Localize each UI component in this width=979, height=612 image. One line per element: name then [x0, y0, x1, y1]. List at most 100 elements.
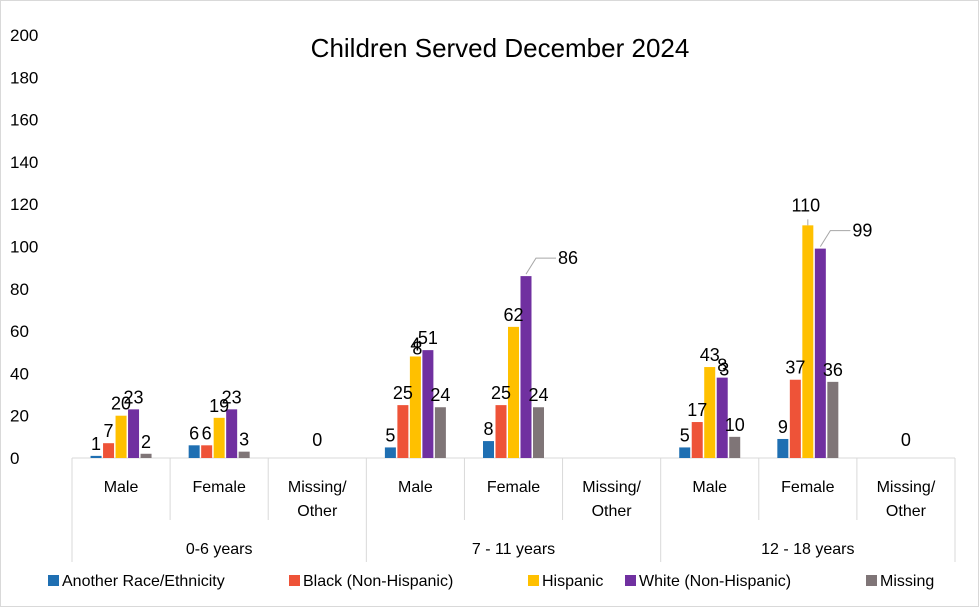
category-label: Other — [297, 503, 338, 520]
data-label: 6 — [189, 423, 199, 443]
data-label: 110 — [791, 195, 820, 215]
data-label: 25 — [393, 383, 413, 403]
bar-2 — [802, 225, 814, 458]
category-label: Male — [104, 479, 139, 496]
legend-swatch — [289, 575, 300, 586]
data-label: 3 — [719, 360, 729, 380]
y-tick-label: 100 — [10, 238, 38, 257]
bar-1 — [397, 405, 409, 458]
y-tick-label: 140 — [10, 153, 38, 172]
group-label: 12 - 18 years — [761, 541, 854, 558]
y-tick-label: 80 — [10, 280, 29, 299]
bar-2 — [213, 417, 225, 458]
y-tick-label: 20 — [10, 407, 29, 426]
bar-3 — [128, 409, 140, 458]
y-tick-label: 0 — [10, 449, 19, 468]
data-label: 99 — [852, 221, 872, 241]
data-label: 62 — [503, 305, 523, 325]
data-label: 8 — [717, 356, 727, 376]
data-label: 24 — [430, 385, 450, 405]
bar-0 — [679, 447, 691, 458]
data-label: 8 — [412, 338, 422, 358]
bar-4 — [434, 407, 446, 458]
data-label: 36 — [823, 360, 843, 380]
category-label: Female — [487, 479, 540, 496]
bar-0 — [483, 441, 494, 458]
bar-2 — [409, 356, 421, 458]
bar-4 — [533, 407, 544, 458]
bar-1 — [789, 379, 801, 458]
data-label: 8 — [483, 419, 493, 439]
data-label: 6 — [202, 423, 212, 443]
bar-3 — [814, 248, 826, 458]
data-label: 51 — [418, 328, 438, 348]
bar-0 — [384, 447, 396, 458]
category-label: Missing/ — [288, 479, 347, 496]
data-label: 7 — [104, 421, 114, 441]
data-label: 17 — [687, 400, 707, 420]
category-label: Female — [192, 479, 245, 496]
data-label: 5 — [680, 425, 690, 445]
category-label: Missing/ — [877, 479, 936, 496]
data-label: 9 — [778, 417, 788, 437]
data-label: 37 — [785, 358, 805, 378]
bar-3 — [422, 350, 434, 458]
legend-label: White (Non-Hispanic) — [639, 573, 791, 590]
data-label: 4 — [410, 334, 420, 354]
data-label: 2 — [141, 432, 151, 452]
bar-3 — [520, 276, 532, 458]
bar-0 — [188, 445, 200, 458]
legend-label: Hispanic — [542, 573, 603, 590]
data-label: 20 — [111, 394, 131, 414]
legend-swatch — [48, 575, 59, 586]
data-label: 10 — [725, 415, 745, 435]
y-tick-label: 160 — [10, 111, 38, 130]
bar-2 — [704, 367, 716, 458]
group-label: 0-6 years — [186, 541, 253, 558]
category-label: Female — [781, 479, 834, 496]
data-label: 25 — [491, 383, 511, 403]
data-label-leader — [819, 230, 851, 247]
category-label: Other — [592, 503, 633, 520]
bar-1 — [495, 405, 507, 458]
data-label: 24 — [528, 385, 548, 405]
legend-swatch — [528, 575, 539, 586]
category-label: Missing/ — [582, 479, 641, 496]
data-label: 0 — [901, 430, 911, 450]
y-tick-label: 60 — [10, 322, 29, 341]
data-label: 23 — [124, 387, 144, 407]
legend-swatch — [625, 575, 636, 586]
bar-3 — [716, 377, 728, 458]
bar-0 — [90, 455, 102, 458]
y-tick-label: 40 — [10, 364, 29, 383]
bar-4 — [729, 436, 741, 458]
y-tick-label: 120 — [10, 195, 38, 214]
data-label: 0 — [312, 430, 322, 450]
data-label-leader — [525, 257, 556, 275]
legend-swatch — [866, 575, 877, 586]
data-label: 19 — [209, 396, 229, 416]
data-label: 5 — [385, 425, 395, 445]
bar-1 — [103, 443, 115, 458]
data-label: 43 — [700, 345, 720, 365]
data-label: 1 — [91, 434, 101, 454]
data-label: 3 — [239, 430, 249, 450]
data-label: 23 — [222, 387, 242, 407]
category-label: Male — [692, 479, 727, 496]
group-label: 7 - 11 years — [472, 541, 555, 558]
chart-title: Children Served December 2024 — [311, 33, 690, 63]
bar-4 — [827, 381, 839, 458]
bar-2 — [115, 415, 127, 458]
bar-3 — [226, 409, 238, 458]
category-label: Other — [886, 503, 927, 520]
category-label: Male — [398, 479, 433, 496]
bar-1 — [691, 422, 703, 458]
y-tick-label: 180 — [10, 68, 38, 87]
legend-label: Missing — [880, 573, 934, 590]
bar-1 — [201, 445, 213, 458]
bar-4 — [140, 453, 152, 458]
y-tick-label: 200 — [10, 26, 38, 45]
